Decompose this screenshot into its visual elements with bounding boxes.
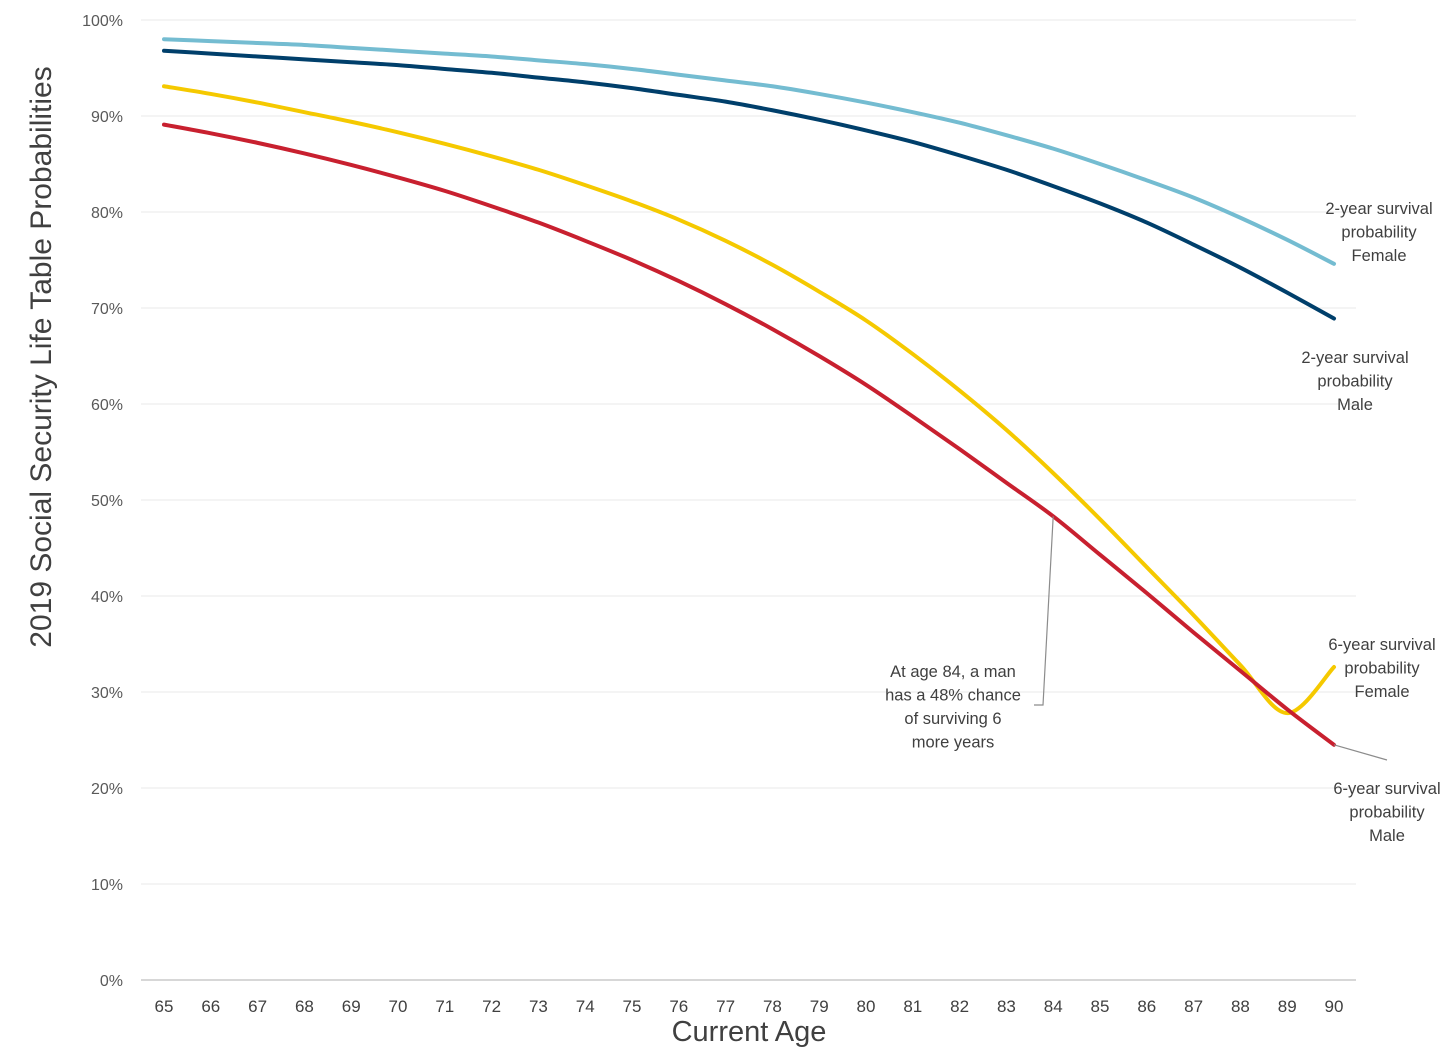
series-line-3 bbox=[162, 122, 1336, 747]
series-line-1 bbox=[162, 48, 1336, 321]
x-axis-ticks: 65 66 67 68 69 70 71 72 73 74 75 76 77 78 79 80 81 82 83 84… bbox=[155, 997, 1344, 1016]
annotation-line: of surviving 6 bbox=[904, 710, 1001, 728]
x-tick-label: 87 bbox=[1184, 997, 1203, 1016]
x-tick-label: 80 bbox=[857, 997, 876, 1016]
x-tick-label: 81 bbox=[903, 997, 922, 1016]
x-tick-label: 68 bbox=[295, 997, 314, 1016]
annotation-line: Male bbox=[1369, 827, 1405, 845]
x-tick-label: 84 bbox=[1044, 997, 1063, 1016]
annotation-line: 6-year survival bbox=[1333, 780, 1440, 798]
x-tick-label: 82 bbox=[950, 997, 969, 1016]
y-tick-label: 100% bbox=[82, 13, 123, 30]
x-tick-label: 73 bbox=[529, 997, 548, 1016]
y-tick-label: 80% bbox=[91, 205, 123, 222]
x-tick-label: 74 bbox=[576, 997, 595, 1016]
annotation-line: Male bbox=[1337, 396, 1373, 414]
x-tick-label: 71 bbox=[435, 997, 454, 1016]
annotation-line: 2-year survival bbox=[1301, 349, 1408, 367]
x-tick-label: 67 bbox=[248, 997, 267, 1016]
x-tick-label: 88 bbox=[1231, 997, 1250, 1016]
x-tick-label: 65 bbox=[155, 997, 174, 1016]
x-axis-title: Current Age bbox=[672, 1016, 827, 1048]
x-tick-label: 79 bbox=[810, 997, 829, 1016]
x-tick-label: 69 bbox=[342, 997, 361, 1016]
x-tick-label: 75 bbox=[623, 997, 642, 1016]
annotation-line: Female bbox=[1354, 683, 1409, 701]
annotation-line: more years bbox=[912, 734, 995, 752]
y-tick-label: 0% bbox=[100, 973, 123, 990]
annotation-0: 2-year survival probability Female bbox=[1325, 200, 1432, 265]
x-tick-label: 86 bbox=[1137, 997, 1156, 1016]
y-tick-label: 40% bbox=[91, 589, 123, 606]
series-line-0 bbox=[162, 37, 1336, 266]
series-lines bbox=[162, 37, 1336, 747]
x-tick-label: 90 bbox=[1325, 997, 1344, 1016]
y-axis-ticks: 0% 10% 20% 30% 40% 50% 60% 70% 80% 90% 100% bbox=[82, 13, 123, 990]
x-tick-label: 83 bbox=[997, 997, 1016, 1016]
y-tick-label: 50% bbox=[91, 493, 123, 510]
y-tick-label: 70% bbox=[91, 301, 123, 318]
y-tick-label: 20% bbox=[91, 781, 123, 798]
annotation-line: probability bbox=[1344, 660, 1420, 678]
annotation-4: At age 84, a man has a 48% chance of survi… bbox=[885, 663, 1021, 752]
y-tick-label: 90% bbox=[91, 109, 123, 126]
x-tick-label: 85 bbox=[1091, 997, 1110, 1016]
annotation-line: probability bbox=[1317, 373, 1393, 391]
annotation-line: probability bbox=[1349, 804, 1425, 822]
x-tick-label: 76 bbox=[669, 997, 688, 1016]
gridlines bbox=[141, 19, 1356, 885]
y-tick-label: 30% bbox=[91, 685, 123, 702]
annotation-line: has a 48% chance bbox=[885, 687, 1021, 705]
y-tick-label: 10% bbox=[91, 877, 123, 894]
annotation-line: At age 84, a man bbox=[890, 663, 1016, 681]
x-tick-label: 77 bbox=[716, 997, 735, 1016]
x-tick-label: 78 bbox=[763, 997, 782, 1016]
y-axis-title: 2019 Social Security Life Table Probabil… bbox=[25, 66, 58, 647]
annotation-line: 6-year survival bbox=[1328, 636, 1435, 654]
x-tick-label: 66 bbox=[201, 997, 220, 1016]
x-tick-label: 72 bbox=[482, 997, 501, 1016]
annotation-line: 2-year survival bbox=[1325, 200, 1432, 218]
annotation-line: Female bbox=[1351, 247, 1406, 265]
annotation-2: 6-year survival probability Female bbox=[1328, 636, 1435, 701]
y-tick-label: 60% bbox=[91, 397, 123, 414]
x-tick-label: 89 bbox=[1278, 997, 1297, 1016]
annotation-line: probability bbox=[1341, 224, 1417, 242]
leader-line-male-6yr bbox=[1333, 744, 1388, 761]
leader-line-age-84 bbox=[1034, 516, 1054, 706]
series-line-2 bbox=[162, 84, 1336, 716]
annotation-1: 2-year survival probability Male bbox=[1301, 349, 1408, 414]
annotation-3: 6-year survival probability Male bbox=[1333, 780, 1440, 845]
x-tick-label: 70 bbox=[389, 997, 408, 1016]
annotation-leaders bbox=[1034, 516, 1388, 761]
